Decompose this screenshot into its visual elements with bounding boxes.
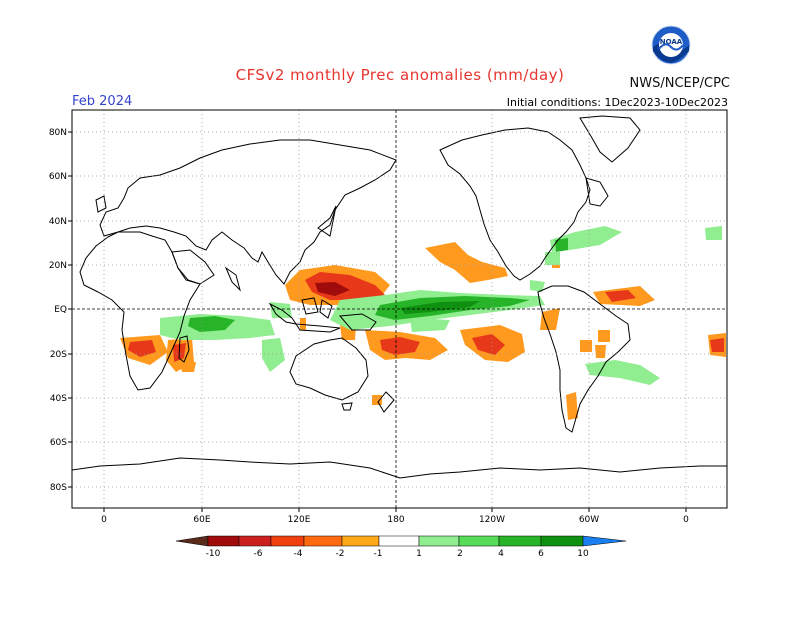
colorbar-label: -10 <box>206 549 221 559</box>
lon-label: 0 <box>101 515 107 525</box>
lon-label: 120E <box>288 515 311 525</box>
colorbar-swatch <box>378 535 420 547</box>
colorbar-swatch <box>238 535 272 547</box>
colorbar-swatch <box>498 535 542 547</box>
colorbar-label: 4 <box>498 549 504 559</box>
lat-label: EQ <box>54 305 67 315</box>
colorbar: -10 -6 -4 -2 -1 1 2 4 6 10 <box>175 535 627 559</box>
logo-text: NOAA <box>660 38 683 46</box>
new-zealand-outline <box>377 391 395 413</box>
colorbar-label: -6 <box>254 549 263 559</box>
wet-patch-satl <box>585 360 660 385</box>
dry-patch-central-npac <box>425 242 508 283</box>
south-america-outline <box>537 285 631 433</box>
lat-label: 80N <box>49 128 67 138</box>
colorbar-label: -1 <box>374 549 383 559</box>
dry-patch-chile <box>566 392 578 420</box>
lon-label: 180 <box>387 515 404 525</box>
anomaly-patches <box>120 226 726 420</box>
north-america-outline <box>439 127 591 281</box>
colorbar-label: 1 <box>416 549 422 559</box>
forecast-month: Feb 2024 <box>72 94 133 109</box>
dry-patch-peru <box>540 308 560 330</box>
reference-lines <box>72 110 727 508</box>
colorbar-swatch <box>540 535 584 547</box>
dry-anomalies-strong <box>128 272 724 362</box>
initial-conditions: Initial conditions: 1Dec2023-10Dec2023 <box>506 96 728 109</box>
lon-label: 60W <box>579 515 599 525</box>
colorbar-swatch <box>418 535 460 547</box>
colorbar-swatch <box>458 535 500 547</box>
australia-outline <box>289 337 369 401</box>
colorbar-swatch <box>270 535 305 547</box>
lon-label: 60E <box>193 515 210 525</box>
antarctica-outline <box>72 457 727 479</box>
japan-outline <box>317 205 337 237</box>
lat-label: 40N <box>49 217 67 227</box>
lon-label: 0 <box>683 515 689 525</box>
colorbar-label: -2 <box>336 549 345 559</box>
lat-labels: 80N 60N 40N 20N EQ 20S 40S 60S 80S <box>49 128 72 493</box>
map-title: CFSv2 monthly Prec anomalies (mm/day) <box>235 66 565 84</box>
lon-label: 120W <box>479 515 505 525</box>
greenland-outline <box>579 115 641 163</box>
lat-label: 20N <box>49 261 67 271</box>
africa-outline <box>79 231 201 391</box>
agency-label: NWS/NCEP/CPC <box>629 76 730 91</box>
colorbar-label: 6 <box>538 549 544 559</box>
colorbar-label: 10 <box>577 549 589 559</box>
madagascar-outline <box>178 335 190 363</box>
eurasia-outline <box>99 139 397 285</box>
colorbar-swatch <box>341 535 380 547</box>
noaa-logo: NOAA <box>651 25 691 65</box>
colorbar-swatch <box>303 535 343 547</box>
colorbar-swatch <box>207 535 240 547</box>
lat-label: 40S <box>50 394 67 404</box>
colorbar-left-arrow <box>175 535 209 547</box>
lat-label: 80S <box>50 483 67 493</box>
lat-label: 60S <box>50 438 67 448</box>
lat-label: 60N <box>49 172 67 182</box>
lat-label: 20S <box>50 350 67 360</box>
colorbar-right-arrow <box>582 535 627 547</box>
dry-core-spcz <box>380 337 420 355</box>
lon-labels: 0 60E 120E 180 120W 60W 0 <box>101 508 689 525</box>
dry-core-sepac <box>472 334 505 355</box>
colorbar-label: 2 <box>457 549 463 559</box>
colorbar-label: -4 <box>294 549 303 559</box>
india-tip <box>224 266 241 292</box>
